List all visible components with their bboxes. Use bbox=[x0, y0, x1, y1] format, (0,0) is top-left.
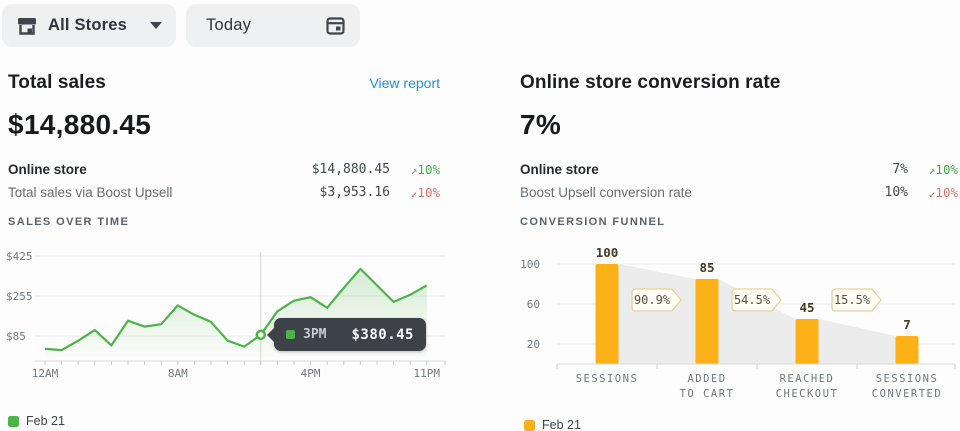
date-selector-label: Today bbox=[206, 16, 251, 35]
funnel-legend: Feb 21 bbox=[524, 418, 581, 431]
metric-delta: ↗10% bbox=[916, 162, 958, 177]
total-sales-panel: Total sales View report $14,880.45 Onlin… bbox=[8, 72, 440, 204]
view-report-link[interactable]: View report bbox=[369, 75, 440, 91]
total-sales-title: Total sales bbox=[8, 72, 106, 94]
chart-marker bbox=[257, 331, 265, 339]
category-label: REACHED bbox=[780, 373, 835, 385]
category-label: CHECKOUT bbox=[776, 388, 839, 400]
tooltip-series-swatch bbox=[286, 330, 295, 339]
y-axis-label: $255 bbox=[6, 290, 33, 303]
category-label: ADDED bbox=[687, 373, 726, 385]
funnel-bar[interactable] bbox=[796, 319, 819, 364]
calendar-icon bbox=[325, 15, 346, 36]
metric-row-online-store-rate: Online store 7% ↗10% bbox=[520, 158, 958, 181]
category-label: TO CART bbox=[680, 388, 735, 400]
conversion-rate-title: Online store conversion rate bbox=[520, 72, 780, 94]
funnel-bar[interactable] bbox=[596, 264, 619, 364]
conversion-rate-panel: Online store conversion rate 7% Online s… bbox=[520, 72, 958, 204]
x-axis-label: 11PM bbox=[414, 367, 441, 380]
category-label: SESSIONS bbox=[576, 373, 639, 385]
conversion-tag-label: 90.9% bbox=[634, 293, 671, 307]
sales-legend-label: Feb 21 bbox=[26, 414, 65, 428]
funnel-bar[interactable] bbox=[896, 336, 919, 364]
store-selector-button[interactable]: All Stores bbox=[2, 4, 176, 47]
metric-value: 10% bbox=[885, 185, 908, 200]
date-selector-button[interactable]: Today bbox=[186, 4, 360, 47]
x-axis-label: 12AM bbox=[32, 367, 59, 380]
sales-legend-swatch bbox=[8, 416, 19, 427]
y-axis-label: 100 bbox=[520, 258, 540, 271]
metric-row-boost-upsell-rate: Boost Upsell conversion rate 10% ↙10% bbox=[520, 181, 958, 204]
funnel-shadow bbox=[619, 264, 896, 364]
y-axis-label: $85 bbox=[6, 330, 26, 343]
category-label: CONVERTED bbox=[872, 388, 942, 400]
category-label: SESSIONS bbox=[876, 373, 939, 385]
bar-value-label: 85 bbox=[699, 260, 714, 275]
conversion-funnel-header: CONVERSION FUNNEL bbox=[520, 216, 665, 228]
metric-value: 7% bbox=[892, 162, 908, 177]
conversion-rate-value: 7% bbox=[520, 109, 958, 141]
bar-value-label: 7 bbox=[903, 317, 911, 332]
sales-legend: Feb 21 bbox=[8, 414, 65, 428]
conversion-tag-label: 54.5% bbox=[734, 293, 771, 307]
metric-delta: ↙10% bbox=[398, 185, 440, 200]
total-sales-value: $14,880.45 bbox=[8, 109, 440, 141]
metric-label: Total sales via Boost Upsell bbox=[8, 185, 172, 200]
y-axis-label: $425 bbox=[6, 250, 33, 263]
x-axis-label: 4PM bbox=[301, 367, 321, 380]
sales-over-time-header: SALES OVER TIME bbox=[8, 216, 129, 228]
analytics-dashboard: All Stores Today Total sales View report… bbox=[0, 0, 960, 431]
tooltip-time: 3PM bbox=[303, 327, 326, 342]
funnel-bar[interactable] bbox=[696, 279, 719, 364]
x-axis-label: 8AM bbox=[168, 367, 188, 380]
conversion-funnel-chart[interactable]: 100 60 20 100 85 45 7 90.9% 54.5% 15.5% SESSIONS AD… bbox=[518, 246, 960, 408]
metric-row-boost-upsell: Total sales via Boost Upsell $3,953.16 ↙… bbox=[8, 181, 440, 204]
metric-value: $14,880.45 bbox=[312, 162, 390, 177]
tooltip-value: $380.45 bbox=[351, 327, 414, 343]
metric-label: Boost Upsell conversion rate bbox=[520, 185, 692, 200]
store-selector-label: All Stores bbox=[48, 16, 127, 35]
y-axis-label: 60 bbox=[527, 298, 540, 311]
conversion-tag-label: 15.5% bbox=[834, 293, 871, 307]
chart-tooltip: 3PM $380.45 bbox=[274, 318, 426, 351]
metric-delta: ↗10% bbox=[398, 162, 440, 177]
storefront-icon bbox=[16, 16, 38, 36]
y-axis-label: 20 bbox=[527, 338, 540, 351]
sales-chart-canvas: $425 $255 $85 12AM 8AM 4PM 11PM bbox=[0, 246, 460, 386]
metric-value: $3,953.16 bbox=[320, 185, 390, 200]
sales-line-chart[interactable]: $425 $255 $85 12AM 8AM 4PM 11PM 3PM $380.45 bbox=[0, 246, 460, 386]
funnel-legend-swatch bbox=[524, 420, 535, 431]
metric-row-online-store: Online store $14,880.45 ↗10% bbox=[8, 158, 440, 181]
metric-delta: ↙10% bbox=[916, 185, 958, 200]
metric-label: Online store bbox=[8, 162, 87, 177]
metric-label: Online store bbox=[520, 162, 599, 177]
bar-value-label: 45 bbox=[799, 300, 814, 315]
funnel-legend-label: Feb 21 bbox=[542, 418, 581, 431]
chevron-down-icon bbox=[150, 22, 162, 29]
bar-value-label: 100 bbox=[596, 246, 619, 260]
funnel-chart-canvas: 100 60 20 100 85 45 7 90.9% 54.5% 15.5% SESSIONS AD… bbox=[518, 246, 960, 408]
